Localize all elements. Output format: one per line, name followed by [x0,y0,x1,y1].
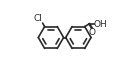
Text: O: O [88,28,95,37]
Text: OH: OH [94,20,108,28]
Text: Cl: Cl [33,14,42,23]
